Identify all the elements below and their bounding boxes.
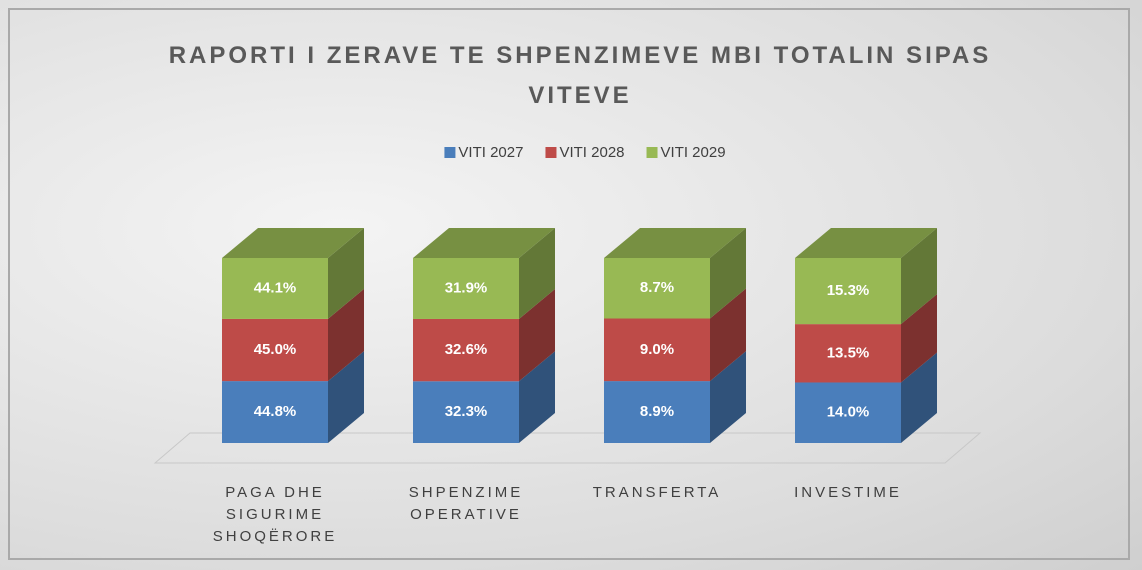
data-label: 14.0% — [827, 404, 870, 421]
bar-top — [413, 228, 555, 258]
bar-side — [328, 228, 364, 319]
bar-side — [519, 351, 555, 443]
bar-front — [222, 381, 328, 443]
chart-title: RAPORTI I ZERAVE TE SHPENZIMEVE MBI TOTA… — [168, 42, 992, 109]
bar-top — [795, 228, 937, 258]
bar-side — [901, 294, 937, 383]
bar-front — [222, 318, 328, 382]
bar-front — [795, 324, 901, 383]
bar-side — [710, 288, 746, 382]
bar-front — [795, 258, 901, 325]
bar-side — [901, 352, 937, 443]
data-label: 8.9% — [640, 403, 674, 420]
bar-front — [604, 318, 710, 382]
legend-swatch — [545, 147, 557, 158]
data-label: 15.3% — [827, 282, 870, 299]
bar-front — [413, 318, 519, 382]
data-label: 32.6% — [445, 341, 488, 358]
legend-label: VITI 2028 — [559, 144, 624, 161]
legend-swatch — [444, 147, 456, 158]
bar-side — [519, 288, 555, 382]
bar-top — [604, 228, 746, 258]
data-label: 44.1% — [254, 279, 297, 296]
bar-front — [604, 258, 710, 319]
frame — [8, 8, 1130, 560]
bar-front — [413, 258, 519, 319]
data-label: 45.0% — [254, 341, 297, 358]
x-tick-label: TRANSFERTA — [592, 484, 722, 501]
bar-front — [604, 381, 710, 443]
data-label: 32.3% — [445, 403, 488, 420]
x-tick-label: INVESTIME — [794, 484, 902, 501]
legend-label: VITI 2027 — [458, 144, 523, 161]
data-label: 31.9% — [445, 279, 488, 296]
data-label: 44.8% — [254, 403, 297, 420]
bar-front — [413, 381, 519, 443]
data-label: 8.7% — [640, 279, 674, 296]
x-tick-label: SHPENZIME OPERATIVE — [408, 484, 524, 523]
bar-side — [710, 228, 746, 319]
bar-front — [795, 382, 901, 443]
legend-swatch — [646, 147, 658, 158]
x-tick-label: PAGA DHE SIGURIME SHOQËRORE — [212, 484, 338, 545]
floor — [153, 432, 982, 464]
legend-label: VITI 2029 — [661, 144, 726, 161]
data-label: 13.5% — [827, 344, 870, 361]
bar-side — [901, 228, 937, 325]
bar-side — [710, 351, 746, 443]
bar-side — [328, 351, 364, 443]
bar-top — [222, 228, 364, 258]
data-label: 9.0% — [640, 341, 674, 358]
bar-side — [328, 288, 364, 382]
bar-front — [222, 258, 328, 319]
bar-side — [519, 228, 555, 319]
